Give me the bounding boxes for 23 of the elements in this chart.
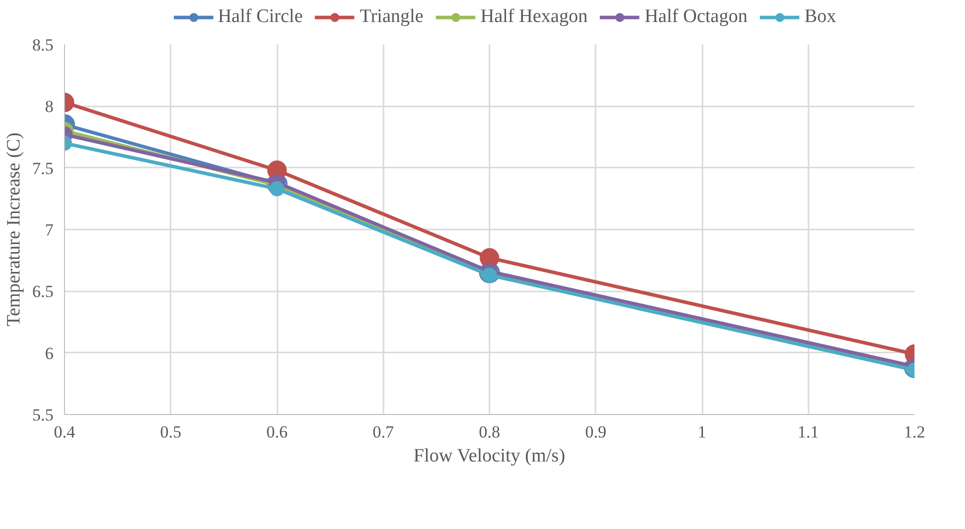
y-tick-label: 5.5: [32, 406, 54, 424]
x-tick-label: 1: [698, 422, 706, 442]
y-tick-label: 8.5: [32, 36, 54, 54]
x-tick-label: 0.6: [266, 422, 288, 442]
y-axis-title: Temperature Increase (C): [3, 132, 24, 326]
legend-label: Triangle: [360, 6, 424, 28]
y-tick-label: 7.5: [32, 158, 54, 178]
x-tick-label: 0.7: [372, 422, 394, 442]
y-tick-label: 6: [45, 344, 54, 363]
x-tick-label: 0.8: [478, 422, 500, 442]
legend-label: Half Octagon: [644, 6, 748, 28]
legend-label: Half Circle: [218, 6, 303, 28]
x-tick-label: 1.1: [798, 422, 819, 442]
x-axis-title: Flow Velocity (m/s): [414, 446, 566, 466]
legend-label: Box: [804, 6, 836, 28]
y-tick-label: 7: [45, 220, 54, 240]
x-tick-label: 1.2: [904, 422, 926, 442]
x-tick-label: 0.5: [160, 422, 182, 442]
x-tick-label: 0.9: [585, 422, 606, 442]
y-tick-label: 6.5: [32, 282, 54, 302]
x-tick-label: 0.4: [54, 422, 76, 442]
y-tick-label: 8: [45, 97, 54, 116]
legend-label: Half Hexagon: [480, 6, 588, 28]
